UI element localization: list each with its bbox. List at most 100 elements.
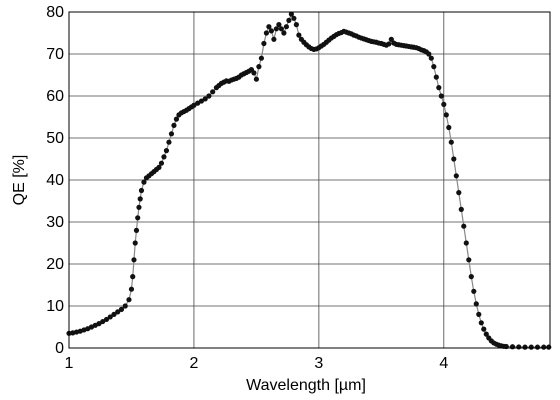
data-point bbox=[161, 154, 167, 160]
data-point bbox=[206, 93, 212, 99]
data-point bbox=[115, 309, 121, 315]
y-tick-labels: 0 10 20 30 40 50 60 70 80 bbox=[46, 4, 64, 357]
data-point bbox=[103, 316, 110, 323]
y-axis-label: QE [%] bbox=[11, 155, 28, 206]
data-point bbox=[133, 227, 140, 233]
data-point bbox=[168, 131, 175, 137]
x-tick-label-3: 4 bbox=[439, 355, 448, 372]
grid bbox=[69, 12, 550, 348]
data-point bbox=[386, 41, 392, 47]
data-point bbox=[126, 297, 132, 303]
data-point bbox=[463, 240, 469, 246]
data-point bbox=[271, 36, 277, 42]
data-point bbox=[141, 179, 147, 185]
data-point bbox=[296, 32, 302, 38]
data-point bbox=[428, 55, 434, 61]
data-point bbox=[128, 286, 135, 292]
data-point bbox=[448, 139, 454, 145]
data-point bbox=[293, 22, 299, 28]
data-point bbox=[286, 17, 292, 23]
data-point bbox=[130, 274, 136, 280]
y-tick-label-3: 30 bbox=[46, 214, 64, 231]
data-point bbox=[171, 122, 177, 128]
data-point bbox=[137, 196, 143, 202]
data-point bbox=[516, 344, 522, 350]
data-point bbox=[173, 116, 180, 122]
data-point bbox=[541, 344, 547, 350]
data-point bbox=[202, 96, 208, 102]
data-point bbox=[111, 311, 117, 317]
x-axis-label: Wavelength [µm] bbox=[246, 377, 366, 394]
data-point bbox=[253, 76, 259, 82]
data-point bbox=[135, 215, 141, 221]
data-point bbox=[426, 51, 432, 57]
data-point bbox=[476, 311, 482, 317]
data-point bbox=[276, 22, 282, 28]
data-point bbox=[266, 24, 272, 30]
data-point bbox=[122, 303, 128, 309]
y-tick-label-2: 20 bbox=[46, 256, 64, 273]
data-point bbox=[278, 26, 284, 32]
data-point bbox=[131, 257, 137, 263]
data-point bbox=[132, 240, 138, 246]
data-point bbox=[461, 223, 467, 229]
data-point bbox=[443, 112, 449, 118]
data-point bbox=[468, 274, 474, 280]
data-point bbox=[263, 30, 269, 36]
data-point bbox=[258, 55, 264, 61]
data-point bbox=[458, 206, 464, 212]
data-point bbox=[273, 26, 279, 32]
data-point bbox=[388, 36, 394, 42]
y-tick-label-7: 70 bbox=[46, 46, 64, 63]
x-tick-label-1: 2 bbox=[189, 355, 198, 372]
data-point bbox=[156, 164, 162, 170]
data-point bbox=[283, 24, 289, 30]
data-point bbox=[478, 320, 484, 326]
data-point bbox=[446, 124, 452, 131]
data-point bbox=[456, 190, 462, 196]
data-point bbox=[528, 344, 534, 350]
data-point bbox=[268, 28, 274, 34]
y-tick-label-6: 60 bbox=[46, 88, 64, 105]
data-point bbox=[509, 344, 516, 350]
data-point bbox=[436, 85, 442, 91]
data-point bbox=[256, 64, 262, 70]
data-point bbox=[118, 306, 125, 312]
data-point bbox=[136, 204, 142, 210]
data-point bbox=[481, 326, 487, 332]
data-point bbox=[453, 173, 459, 179]
x-tick-labels: 1 2 3 4 bbox=[65, 355, 449, 372]
data-point bbox=[466, 257, 472, 263]
data-point bbox=[483, 331, 489, 337]
data-points bbox=[66, 11, 552, 350]
data-point bbox=[166, 139, 172, 145]
y-tick-label-1: 10 bbox=[46, 298, 64, 315]
data-point bbox=[281, 30, 287, 36]
data-point bbox=[441, 101, 447, 107]
data-point bbox=[431, 64, 437, 70]
data-point bbox=[473, 301, 479, 307]
data-point bbox=[288, 11, 294, 17]
data-point bbox=[138, 187, 145, 194]
data-point bbox=[534, 344, 541, 350]
x-tick-label-0: 1 bbox=[65, 355, 74, 372]
plot-frame bbox=[68, 11, 551, 349]
data-point bbox=[261, 40, 267, 47]
data-point bbox=[210, 89, 216, 95]
y-tick-label-4: 40 bbox=[46, 172, 64, 189]
y-tick-label-5: 50 bbox=[46, 130, 64, 147]
x-tick-label-2: 3 bbox=[314, 355, 323, 372]
data-point bbox=[451, 156, 457, 162]
data-point bbox=[522, 344, 528, 350]
data-point bbox=[251, 70, 257, 76]
data-point bbox=[546, 344, 552, 350]
data-point bbox=[438, 93, 444, 99]
data-point bbox=[433, 74, 439, 80]
data-point bbox=[158, 160, 165, 166]
data-point bbox=[107, 314, 113, 320]
data-point bbox=[291, 15, 297, 21]
y-tick-label-0: 0 bbox=[55, 340, 64, 357]
y-tick-label-8: 80 bbox=[46, 4, 64, 21]
data-point bbox=[471, 288, 477, 294]
